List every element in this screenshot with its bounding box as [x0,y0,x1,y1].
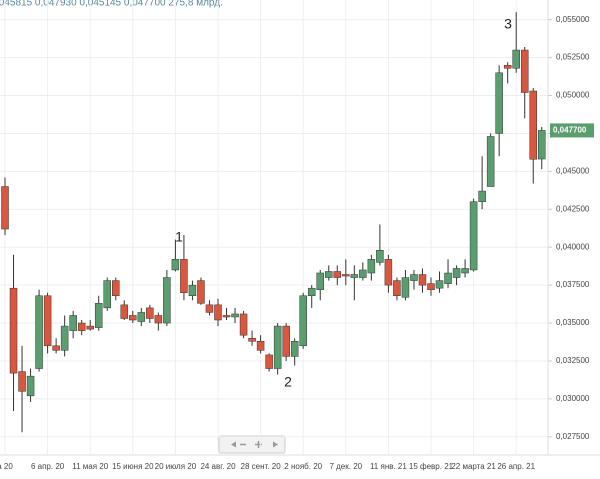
candle-body [248,337,256,342]
candle-body [26,375,35,397]
candle-body [512,49,520,69]
candle-body [316,272,324,290]
x-tick-label: 2 нояб. 20 [284,462,322,471]
candle-body [214,304,222,321]
candle-body [256,341,265,351]
candle-body [180,259,188,293]
x-tick-label: 24 авг. 20 [200,462,236,471]
candle-body [486,136,495,187]
candle-body [197,280,205,304]
candle-body [146,307,154,319]
candle-body [94,303,103,328]
candle-body [401,277,410,298]
candle-body [171,259,180,271]
x-tick-label: 15 февр. 21 [409,462,454,471]
candle-body [129,315,137,321]
candle-body [103,280,111,309]
candle-body [52,345,60,351]
x-tick-label: 7 дек. 20 [329,462,362,471]
candle-body [520,49,529,93]
annotation: 1 [175,229,183,245]
candle-body [495,72,503,134]
x-tick-label: 11 мая 20 [72,462,108,471]
candle-body [410,274,418,281]
candle-body [333,271,342,278]
candle-body [427,283,435,290]
y-tick-label: 0,040000 [556,242,590,251]
nav-bar [218,435,286,454]
candle-body [307,287,316,296]
candle-body [112,280,120,297]
candle-body [367,259,376,274]
x-tick-label: 28 сент. 20 [241,462,282,471]
x-tick-label: 20 июля 20 [155,462,197,471]
candle-body [137,312,146,322]
nav-left[interactable] [231,441,236,448]
last-price-label: 0,047700 [553,126,587,135]
y-tick-label: 0,030000 [556,394,590,403]
candle-body [231,313,239,318]
candle-body [69,315,77,331]
candle-body [205,304,214,313]
y-tick-label: 0,052500 [556,53,590,62]
x-tick-label: 26 апр. 21 [497,462,535,471]
candle-body [350,274,359,278]
candle-body [239,313,248,336]
candle-body [273,325,282,369]
candle-body [299,295,307,347]
y-tick-label: 0,055000 [556,15,590,24]
candle-body [120,304,129,319]
candle-body [282,325,290,357]
candle-body [154,315,163,324]
y-tick-label: 0,037500 [556,280,590,289]
nav-right[interactable] [273,441,278,448]
y-tick-label: 0,027500 [556,432,590,441]
x-tick-label: 11 янв. 21 [370,462,407,471]
candle-body [478,190,486,202]
candle-body [435,280,444,289]
candle-body [342,274,350,277]
last-price-tag [550,123,594,138]
candle-body [43,295,52,347]
candle-body [452,268,461,278]
candle-body [461,268,469,274]
candle-body [60,325,69,351]
nav-buttons [218,435,286,454]
y-tick-label: 0,042500 [556,204,590,213]
candle-body [325,271,333,278]
candle-body [77,322,86,331]
x-tick-label: 15 июня 20 [112,462,154,471]
candle-body [290,341,299,357]
candle-body [393,280,401,297]
candle-body [469,201,478,271]
candle-body [376,250,384,263]
candle-body [384,259,393,286]
candle-body [9,287,18,374]
y-tick-label: 0,035000 [556,318,590,327]
candle-body [444,272,452,284]
x-tick-label: а 20 [0,462,13,471]
x-tick-label: 22 марта 21 [451,462,496,471]
candle-body [163,277,171,324]
candle-body [503,64,512,69]
y-tick-label: 0,045000 [556,166,590,175]
ohlc-header: ,045815 0,047930 0,045145 0,047700 275,8… [0,0,223,9]
candle-body [35,295,43,369]
x-tick-label: 6 апр. 20 [31,462,65,471]
y-tick-label: 0,050000 [556,91,590,100]
annotation: 3 [504,16,512,32]
candle-body [86,325,94,330]
annotation: 2 [284,374,292,390]
candle-body [359,269,367,278]
candle-body [265,354,273,369]
candle-body [538,130,546,160]
candle-body [188,284,197,296]
candle-body [222,315,231,318]
candle-body [418,274,427,286]
candle-body [1,186,9,230]
candle-body [18,371,26,392]
candle-body [529,90,537,160]
y-tick-label: 0,032500 [556,356,590,365]
